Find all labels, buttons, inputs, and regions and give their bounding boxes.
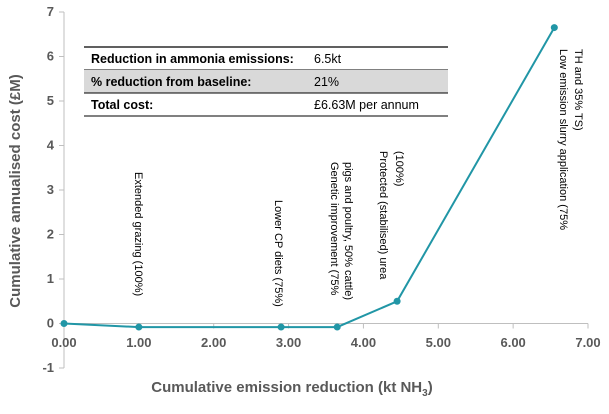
x-tick-label: 3.00: [276, 335, 301, 350]
x-tick-label: 7.00: [575, 335, 600, 350]
x-tick-label: 6.00: [500, 335, 525, 350]
x-axis-title-main: Cumulative emission reduction (kt NH: [151, 379, 422, 396]
data-point: [135, 323, 143, 331]
data-point: [60, 320, 68, 327]
y-tick-label: 4: [47, 138, 55, 153]
x-tick-label: 2.00: [201, 335, 226, 350]
y-tick-label: 3: [47, 182, 54, 197]
x-tick-label: 4.00: [351, 335, 376, 350]
x-axis-title: Cumulative emission reduction (kt NH3): [151, 379, 432, 399]
annotation-label: Protected (stabilised) urea (100%): [377, 151, 405, 280]
data-point: [393, 297, 401, 305]
annotation-label: Lower CP diets (75%): [272, 200, 284, 307]
annotation-line: pigs and poultry, 50% cattle): [342, 162, 354, 300]
tick-labels: -1 0 1 2 3 4 5 6 7 0.00 1.00 2.00 3.00 4.00 5.00 6.00 7.…: [42, 4, 600, 375]
y-tick-label: 0: [47, 316, 54, 331]
annotation-label: Extended grazing (100%): [132, 172, 144, 296]
data-point: [550, 24, 558, 32]
y-tick-label: 7: [47, 4, 54, 19]
summary-label: Total cost:: [91, 98, 153, 112]
y-tick-label: 1: [47, 271, 54, 286]
summary-table: Reduction in ammonia emissions: 6.5kt % re…: [84, 46, 448, 117]
summary-value: 21%: [314, 75, 339, 89]
summary-value: £6.63M per annum: [314, 98, 419, 112]
summary-row-shading: [84, 70, 448, 93]
annotation-label: Genetic improvement (75% pigs and poultry…: [328, 162, 354, 300]
summary-label: % reduction from baseline:: [91, 75, 251, 89]
annotation-label: Low emission slurry application (75% TH a…: [557, 49, 584, 230]
annotation-line: Extended grazing (100%): [132, 172, 144, 296]
summary-value: 6.5kt: [314, 52, 342, 66]
x-tick-label: 1.00: [126, 335, 151, 350]
annotations: Extended grazing (100%) Lower CP diets (7…: [132, 49, 584, 307]
data-point: [333, 323, 341, 331]
y-tick-label: 6: [47, 49, 54, 64]
y-tick-label: 5: [47, 93, 54, 108]
annotation-line: Low emission slurry application (75%: [557, 49, 569, 230]
annotation-line: TH and 35% TS): [572, 49, 584, 131]
data-point: [277, 323, 285, 331]
plot-area: [60, 24, 558, 331]
y-axis-title: Cumulative annualised cost (£M): [7, 74, 24, 307]
annotation-line: Protected (stabilised) urea: [377, 151, 389, 280]
x-axis-title-suffix: ): [428, 379, 433, 396]
series-line: [63, 27, 556, 329]
x-axis-title-subscript: 3: [422, 388, 428, 399]
annotation-line: Genetic improvement (75%: [328, 162, 340, 295]
x-tick-label: 0.00: [51, 335, 76, 350]
x-tick-label: 5.00: [426, 335, 451, 350]
y-tick-label: -1: [42, 360, 54, 375]
annotation-line: Lower CP diets (75%): [272, 200, 284, 307]
annotation-line: (100%): [393, 151, 405, 186]
summary-label: Reduction in ammonia emissions:: [91, 52, 294, 66]
y-tick-label: 2: [47, 227, 54, 242]
